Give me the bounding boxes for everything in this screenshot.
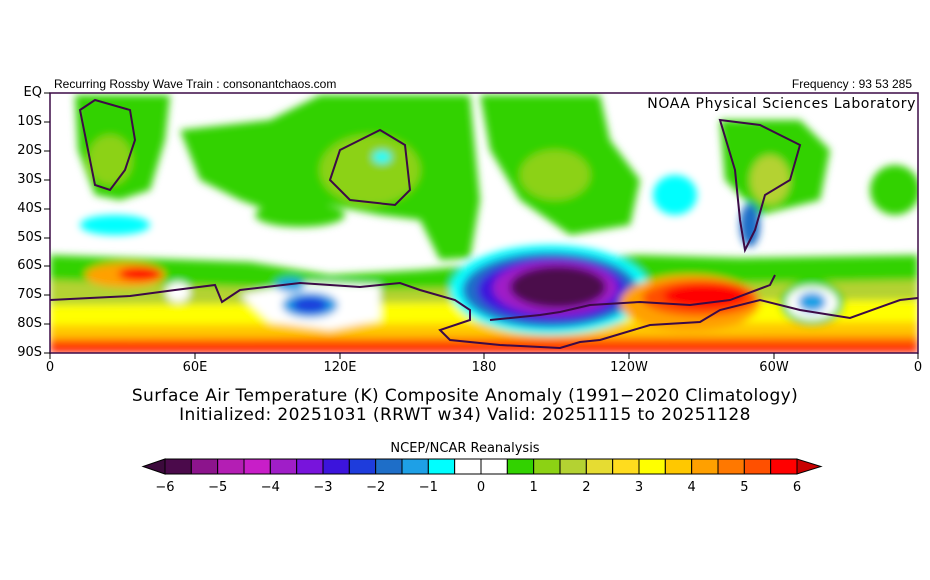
colorbar-tick-label: 0 [476, 480, 486, 495]
lon-label: 180 [471, 360, 497, 375]
colorbar-swatch [427, 458, 456, 475]
colorbar-tick-label: 2 [582, 480, 591, 495]
colorbar-label: NCEP/NCAR Reanalysis [390, 441, 540, 456]
colorbar-tick-label: 4 [687, 480, 696, 495]
colorbar-tick-label: −1 [418, 480, 438, 495]
lat-label: 50S [17, 230, 42, 245]
colorbar-under-arrow [141, 458, 166, 475]
lat-label: 10S [17, 114, 42, 129]
colorbar-swatch [454, 458, 482, 475]
colorbar-tick-label: 5 [740, 480, 749, 495]
colorbar-swatch [164, 458, 192, 475]
colorbar-swatch [717, 458, 745, 475]
lab-credit: NOAA Physical Sciences Laboratory [647, 96, 916, 112]
title-line-2: Initialized: 20251031 (RRWT w34) Valid: … [179, 405, 751, 425]
colorbar-swatch [322, 458, 350, 475]
lat-label: 40S [17, 201, 42, 216]
lon-label: 60W [759, 360, 789, 375]
colorbar-swatch [243, 458, 271, 475]
colorbar-swatch [559, 458, 587, 475]
lon-label: 120E [323, 360, 357, 375]
title-line-1: Surface Air Temperature (K) Composite An… [131, 386, 799, 406]
colorbar-swatch [480, 458, 508, 475]
colorbar-tick-label: −3 [313, 480, 333, 495]
colorbar-swatch [269, 458, 298, 475]
colorbar-swatch [401, 458, 429, 475]
lat-label: 60S [17, 258, 42, 273]
lat-label: 30S [17, 172, 42, 187]
colorbar-tick-label: −2 [366, 480, 386, 495]
anomaly-field [50, 93, 918, 353]
colorbar-swatch [375, 458, 403, 475]
lat-label: 70S [17, 287, 42, 302]
lat-label: EQ [23, 85, 42, 100]
colorbar-swatch [638, 458, 666, 475]
colorbar-tick-label: 3 [634, 480, 644, 495]
lat-label: 80S [17, 316, 42, 331]
lon-label: 0 [913, 360, 923, 375]
header-frequency: Frequency : 93 53 285 [791, 77, 912, 91]
colorbar-swatch [691, 458, 719, 475]
colorbar-swatch [743, 458, 772, 475]
colorbar-tick-label: −4 [260, 480, 280, 495]
lat-label: 20S [17, 143, 42, 158]
lon-label: 120W [610, 360, 648, 375]
colorbar-swatch [533, 458, 561, 475]
colorbar-over-arrow [796, 458, 823, 475]
colorbar-swatch [664, 458, 693, 475]
colorbar-swatch [190, 458, 219, 475]
colorbar-swatch [296, 458, 324, 475]
colorbar-swatch [585, 458, 614, 475]
colorbar-tick-label: 6 [792, 480, 802, 495]
lon-label: 0 [45, 360, 55, 375]
coastlines [50, 98, 918, 350]
colorbar-tick-label: 1 [529, 480, 538, 495]
header-source: Recurring Rossby Wave Train : consonantc… [54, 77, 337, 91]
colorbar-tick-label: −6 [155, 480, 175, 495]
axis-ticks [44, 92, 919, 359]
colorbar-swatch [612, 458, 640, 475]
colorbar-swatch [506, 458, 535, 475]
lon-label: 60E [182, 360, 208, 375]
colorbar-swatch [217, 458, 245, 475]
lat-label: 90S [17, 345, 42, 360]
colorbar-swatch [348, 458, 377, 475]
colorbar-tick-label: −5 [208, 480, 228, 495]
colorbar-swatch [770, 458, 798, 475]
colorbar [141, 458, 823, 475]
